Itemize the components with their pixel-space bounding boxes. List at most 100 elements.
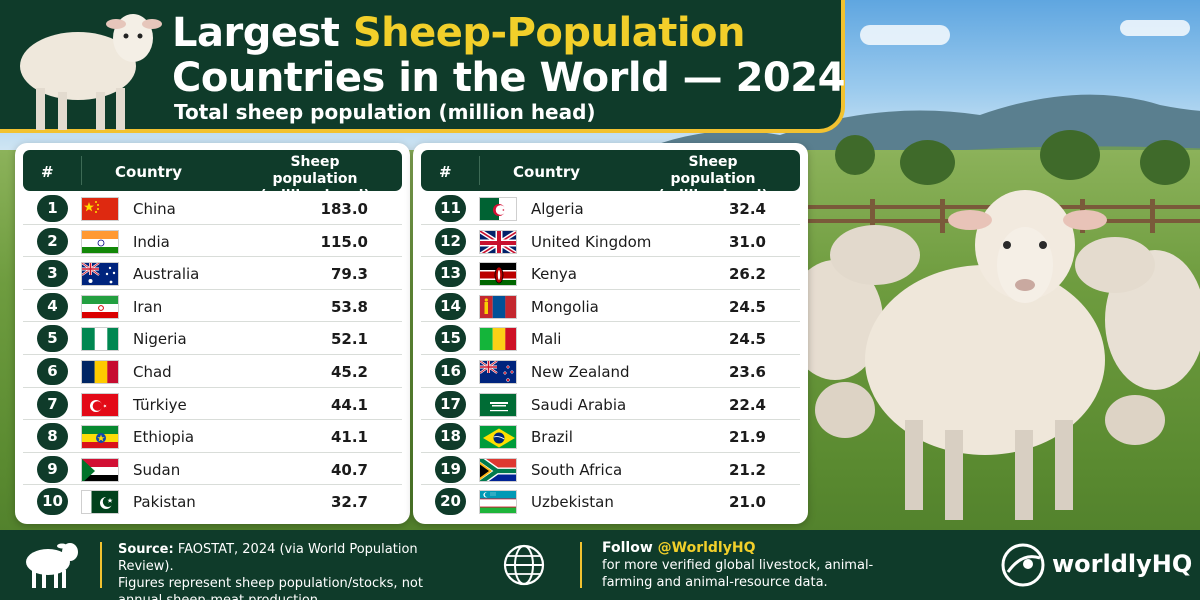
country-name: Chad [133,363,172,381]
table-row: 10 Pakistan 32.7 [23,485,402,518]
sheep-population-value: 21.2 [728,460,766,479]
flag-algeria-icon [479,197,517,221]
table-row: 2 India 115.0 [23,225,402,258]
flag-uk-icon [479,229,517,254]
sheep-population-value: 32.7 [330,493,368,512]
sheep-population-value: 183.0 [320,200,368,218]
country-name: Saudi Arabia [531,395,627,414]
footer-divider [100,542,102,588]
flag-ethiopia-icon [81,425,119,450]
source-label: Source: [118,542,174,557]
flag-nigeria-icon [81,327,119,352]
country-name: Mali [531,330,562,349]
table-row: 3 Australia 79.3 [23,257,402,290]
country-column-header: Country [513,163,581,181]
table-row: 15 Mali 24.5 [421,322,800,355]
flag-uzbekistan-icon [479,490,517,515]
globe-icon [503,544,545,586]
sheep-population-value: 21.0 [728,493,766,512]
rank-badge: 14 [435,292,466,320]
flag-kenya-icon [479,262,517,287]
flag-mongolia-icon [479,294,517,319]
country-name: Kenya [531,265,577,284]
tree [1040,130,1100,180]
worldlyhq-logo-icon [1001,543,1045,587]
sheep-population-value: 45.2 [330,363,368,381]
footer-bar: Source: FAOSTAT, 2024 (via World Populat… [0,530,1200,600]
sheep-population-value: 24.5 [728,330,766,349]
rank-badge: 9 [37,455,68,483]
rank-badge: 8 [37,423,68,451]
country-name: Algeria [531,200,584,218]
table-row: 7 Türkiye 44.1 [23,388,402,421]
rank-badge: 2 [37,227,68,255]
country-name: Brazil [531,428,573,447]
rank-badge: 20 [435,488,466,516]
country-column-header: Country [115,163,183,181]
page-title: Largest Sheep-Population [172,10,746,56]
tree [900,140,955,185]
page-title-line2: Countries in the World — 2024 [172,55,845,101]
table-row: 12 United Kingdom 31.0 [421,225,800,258]
flag-turkiye-icon [81,392,119,417]
table-row: 9 Sudan 40.7 [23,453,402,486]
country-name: Türkiye [133,395,187,414]
header-banner: Largest Sheep-Population Countries in th… [0,0,845,133]
flag-china-icon [81,197,119,221]
rank-badge: 5 [37,325,68,353]
table-row: 16 New Zealand 23.6 [421,355,800,388]
sheep-population-value: 22.4 [728,395,766,414]
brand-logo: worldlyHQ [1000,540,1192,590]
rank-badge: 16 [435,358,466,385]
sheep-population-value: 53.8 [330,297,368,316]
rank-badge: 18 [435,423,466,451]
rank-badge: 19 [435,455,466,483]
table-header: # Country Sheep population (million head) [23,150,402,204]
social-handle[interactable]: @WorldlyHQ [657,540,756,556]
sheep-flock-image [787,190,1200,520]
table-row: 8 Ethiopia 41.1 [23,420,402,453]
country-name: Sudan [133,460,181,479]
country-name: Uzbekistan [531,493,614,512]
table-row: 18 Brazil 21.9 [421,420,800,453]
country-name: Australia [133,265,200,284]
page-subtitle: Total sheep population (million head) [174,100,596,124]
population-header-line2: (million head) [260,188,370,204]
sheep-population-value: 44.1 [330,395,368,414]
population-header-line1: Sheep population [272,154,358,187]
table-row: 14 Mongolia 24.5 [421,290,800,323]
rank-badge: 13 [435,260,466,288]
table-row: 4 Iran 53.8 [23,290,402,323]
flag-saudi-icon [479,392,517,417]
flag-chad-icon [81,360,119,384]
flag-pakistan-icon [81,490,119,515]
rank-badge: 15 [435,325,466,353]
header-divider [81,156,82,185]
follow-note: Follow @WorldlyHQ for more verified glob… [602,540,922,591]
rank-badge: 7 [37,390,68,418]
table-row: 6 Chad 45.2 [23,355,402,388]
country-name: Pakistan [133,493,196,512]
sheep-population-value: 115.0 [320,232,368,251]
country-name: Ethiopia [133,428,195,447]
rank-column-header: # [41,163,54,181]
country-name: Nigeria [133,330,187,349]
population-column-header: Sheep population (million head) [648,154,778,205]
source-text: FAOSTAT, 2024 (via World Population Revi… [118,542,418,574]
follow-lead: Follow [602,540,658,556]
sheep-population-value: 24.5 [728,297,766,316]
country-name: South Africa [531,460,623,479]
sheep-population-value: 21.9 [728,428,766,447]
table-row: 1 China 183.0 [23,192,402,225]
rank-badge: 10 [37,488,68,516]
header-divider [479,156,480,185]
flag-sudan-icon [81,457,119,482]
sheep-silhouette-icon [26,543,78,588]
rank-badge: 3 [37,260,68,288]
table-row: 13 Kenya 26.2 [421,257,800,290]
flag-mali-icon [479,327,517,352]
footer-divider [580,542,582,588]
data-note: Figures represent sheep population/stock… [118,576,423,600]
sheep-population-value: 26.2 [728,265,766,284]
population-header-line1: Sheep population [670,154,756,187]
